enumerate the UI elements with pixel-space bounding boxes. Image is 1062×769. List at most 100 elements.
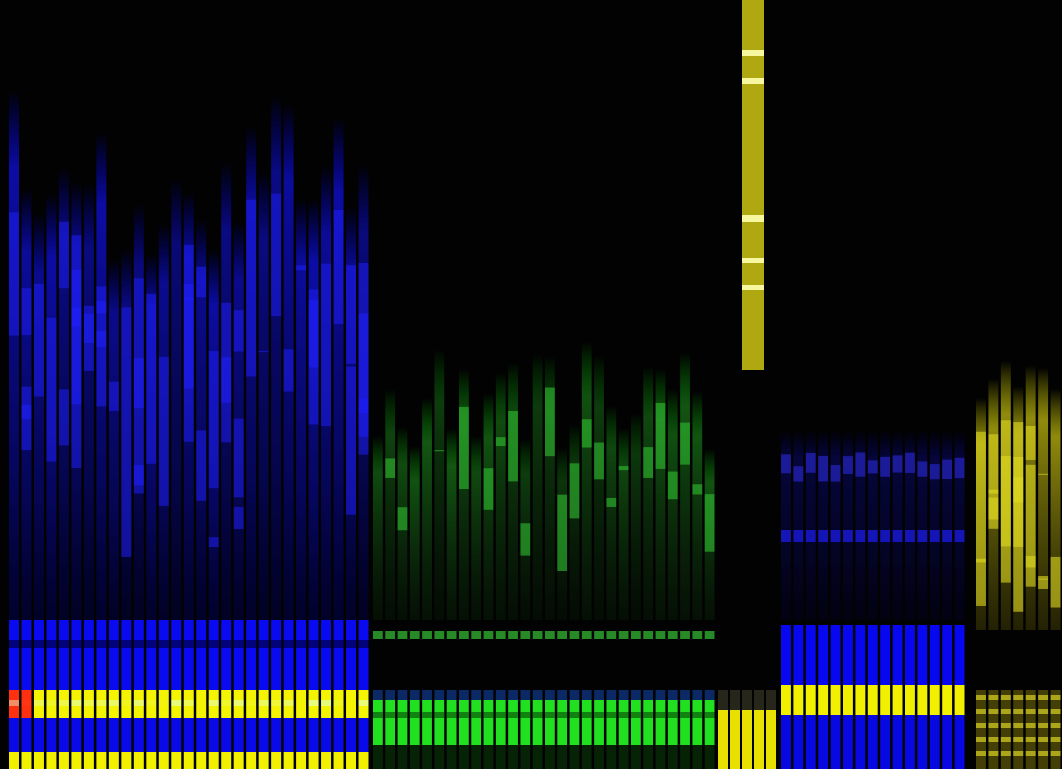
- band: [146, 620, 156, 690]
- band: [893, 530, 903, 542]
- band: [806, 453, 816, 473]
- band: [209, 752, 219, 769]
- band: [398, 507, 408, 530]
- band: [271, 95, 281, 620]
- band: [359, 752, 369, 769]
- band: [34, 752, 44, 769]
- band: [1026, 723, 1036, 728]
- band: [582, 700, 592, 745]
- band: [296, 640, 306, 648]
- band: [1001, 695, 1011, 700]
- band: [1013, 737, 1023, 742]
- band: [631, 745, 641, 769]
- band: [955, 458, 965, 478]
- band: [34, 700, 44, 706]
- band: [96, 331, 106, 347]
- band: [296, 265, 306, 270]
- band: [84, 306, 94, 371]
- band: [1001, 709, 1011, 714]
- band: [831, 465, 841, 482]
- band: [692, 391, 702, 620]
- band: [447, 700, 457, 745]
- band: [434, 631, 444, 639]
- band: [146, 718, 156, 752]
- band: [843, 625, 853, 685]
- band: [988, 709, 998, 714]
- band: [668, 472, 678, 500]
- band: [271, 752, 281, 769]
- band: [1001, 690, 1011, 769]
- band: [656, 690, 666, 700]
- band: [71, 308, 81, 405]
- band: [59, 752, 69, 769]
- band: [196, 267, 206, 297]
- band: [59, 222, 69, 288]
- band: [570, 700, 580, 745]
- band: [570, 463, 580, 518]
- band: [680, 745, 690, 769]
- band: [134, 278, 144, 493]
- band: [296, 700, 306, 706]
- band: [1001, 751, 1011, 756]
- band: [284, 640, 294, 648]
- band: [447, 690, 457, 700]
- band: [284, 620, 294, 690]
- band: [184, 752, 194, 769]
- band: [109, 700, 119, 706]
- band: [1013, 690, 1023, 769]
- band: [818, 530, 828, 542]
- band: [434, 700, 444, 745]
- band: [471, 712, 481, 718]
- band: [334, 718, 344, 752]
- band: [221, 700, 231, 706]
- band: [976, 737, 986, 742]
- band: [643, 631, 653, 639]
- band: [259, 170, 269, 620]
- band: [59, 389, 69, 445]
- band: [496, 712, 506, 718]
- band: [373, 631, 383, 639]
- band: [1038, 474, 1048, 475]
- band: [806, 685, 816, 715]
- band: [508, 411, 518, 481]
- band: [9, 212, 19, 335]
- band: [930, 685, 940, 715]
- band: [410, 700, 420, 745]
- band: [196, 430, 206, 500]
- band: [868, 625, 878, 685]
- band: [1013, 751, 1023, 756]
- band: [209, 537, 219, 547]
- band: [643, 700, 653, 745]
- band: [1026, 737, 1036, 742]
- band: [246, 718, 256, 752]
- band: [373, 690, 383, 700]
- band: [434, 712, 444, 718]
- band: [680, 700, 690, 745]
- band: [668, 712, 678, 718]
- band: [71, 640, 81, 648]
- band: [334, 640, 344, 648]
- band: [680, 423, 690, 465]
- band: [1038, 368, 1048, 630]
- band: [373, 700, 383, 745]
- band: [619, 712, 629, 718]
- band: [1038, 695, 1048, 700]
- band: [545, 745, 555, 769]
- band: [705, 690, 715, 700]
- band: [818, 625, 828, 685]
- band: [557, 631, 567, 639]
- lane-image: [0, 0, 1062, 769]
- band: [930, 530, 940, 542]
- band: [1038, 709, 1048, 714]
- band: [570, 631, 580, 639]
- band: [496, 372, 506, 620]
- band: [545, 700, 555, 745]
- band: [321, 752, 331, 769]
- band: [868, 685, 878, 715]
- band: [221, 752, 231, 769]
- band: [718, 710, 728, 769]
- band: [309, 300, 319, 368]
- band: [46, 752, 56, 769]
- band: [1001, 723, 1011, 728]
- band: [742, 215, 764, 222]
